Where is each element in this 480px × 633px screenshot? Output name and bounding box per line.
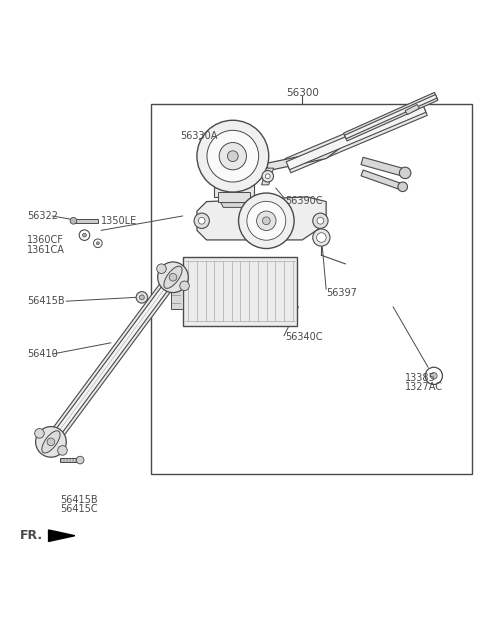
Polygon shape [361,157,406,177]
Circle shape [399,167,411,179]
Circle shape [194,213,209,229]
Polygon shape [405,104,420,115]
Bar [218,192,250,202]
Circle shape [76,456,84,464]
Ellipse shape [42,431,60,453]
Circle shape [313,213,328,229]
Circle shape [79,230,90,241]
Text: 1361CA: 1361CA [27,246,65,256]
Text: 1360CF: 1360CF [27,235,64,245]
Circle shape [431,372,437,379]
Text: 56340C: 56340C [286,332,323,342]
Circle shape [156,264,166,273]
Text: FR.: FR. [20,529,43,542]
Polygon shape [259,147,266,154]
Polygon shape [266,139,345,170]
Circle shape [262,170,274,182]
Bar [152,104,472,475]
Bar [170,280,182,310]
Bar [214,166,254,197]
Circle shape [219,142,246,170]
Circle shape [83,233,86,237]
Circle shape [136,292,148,303]
Polygon shape [344,92,438,141]
Polygon shape [194,217,199,223]
Circle shape [157,262,188,292]
Circle shape [70,217,77,224]
Text: 56390C: 56390C [286,196,323,206]
Text: 56415B: 56415B [27,296,65,306]
Circle shape [58,446,67,455]
Circle shape [47,438,55,446]
Circle shape [247,201,286,240]
Ellipse shape [164,266,182,289]
Circle shape [257,211,276,230]
Polygon shape [262,168,274,185]
Polygon shape [221,203,247,208]
Circle shape [169,273,177,281]
Text: 56410: 56410 [27,349,58,359]
Circle shape [96,242,99,245]
Text: 13385: 13385 [405,373,436,383]
Polygon shape [197,197,326,240]
Circle shape [228,151,238,161]
Circle shape [207,130,259,182]
Polygon shape [345,94,437,139]
Circle shape [317,233,326,242]
Circle shape [313,229,330,246]
Polygon shape [199,147,206,154]
Circle shape [36,427,66,457]
Circle shape [398,182,408,192]
Text: 1327AC: 1327AC [405,382,443,392]
Circle shape [263,217,270,225]
Polygon shape [48,275,176,444]
Circle shape [265,174,270,179]
Text: 56330A: 56330A [180,130,217,141]
Circle shape [317,217,324,224]
Polygon shape [46,273,179,446]
Circle shape [239,193,294,249]
Polygon shape [286,104,426,170]
Circle shape [198,217,205,224]
Text: 56415B: 56415B [60,495,98,505]
Circle shape [425,367,443,384]
Polygon shape [285,101,427,173]
Text: 56322: 56322 [27,211,58,221]
Text: 56397: 56397 [326,287,357,298]
Polygon shape [361,170,404,190]
Text: 56415C: 56415C [60,505,98,515]
Text: 56300: 56300 [286,87,319,97]
Circle shape [140,295,144,300]
Circle shape [197,120,269,192]
Polygon shape [48,530,75,541]
Text: 1350LE: 1350LE [101,216,137,226]
Polygon shape [322,217,327,223]
Bar [60,458,80,462]
Bar [182,256,298,326]
Circle shape [35,429,44,438]
Circle shape [180,281,189,291]
Circle shape [94,239,102,248]
Bar [73,219,98,223]
